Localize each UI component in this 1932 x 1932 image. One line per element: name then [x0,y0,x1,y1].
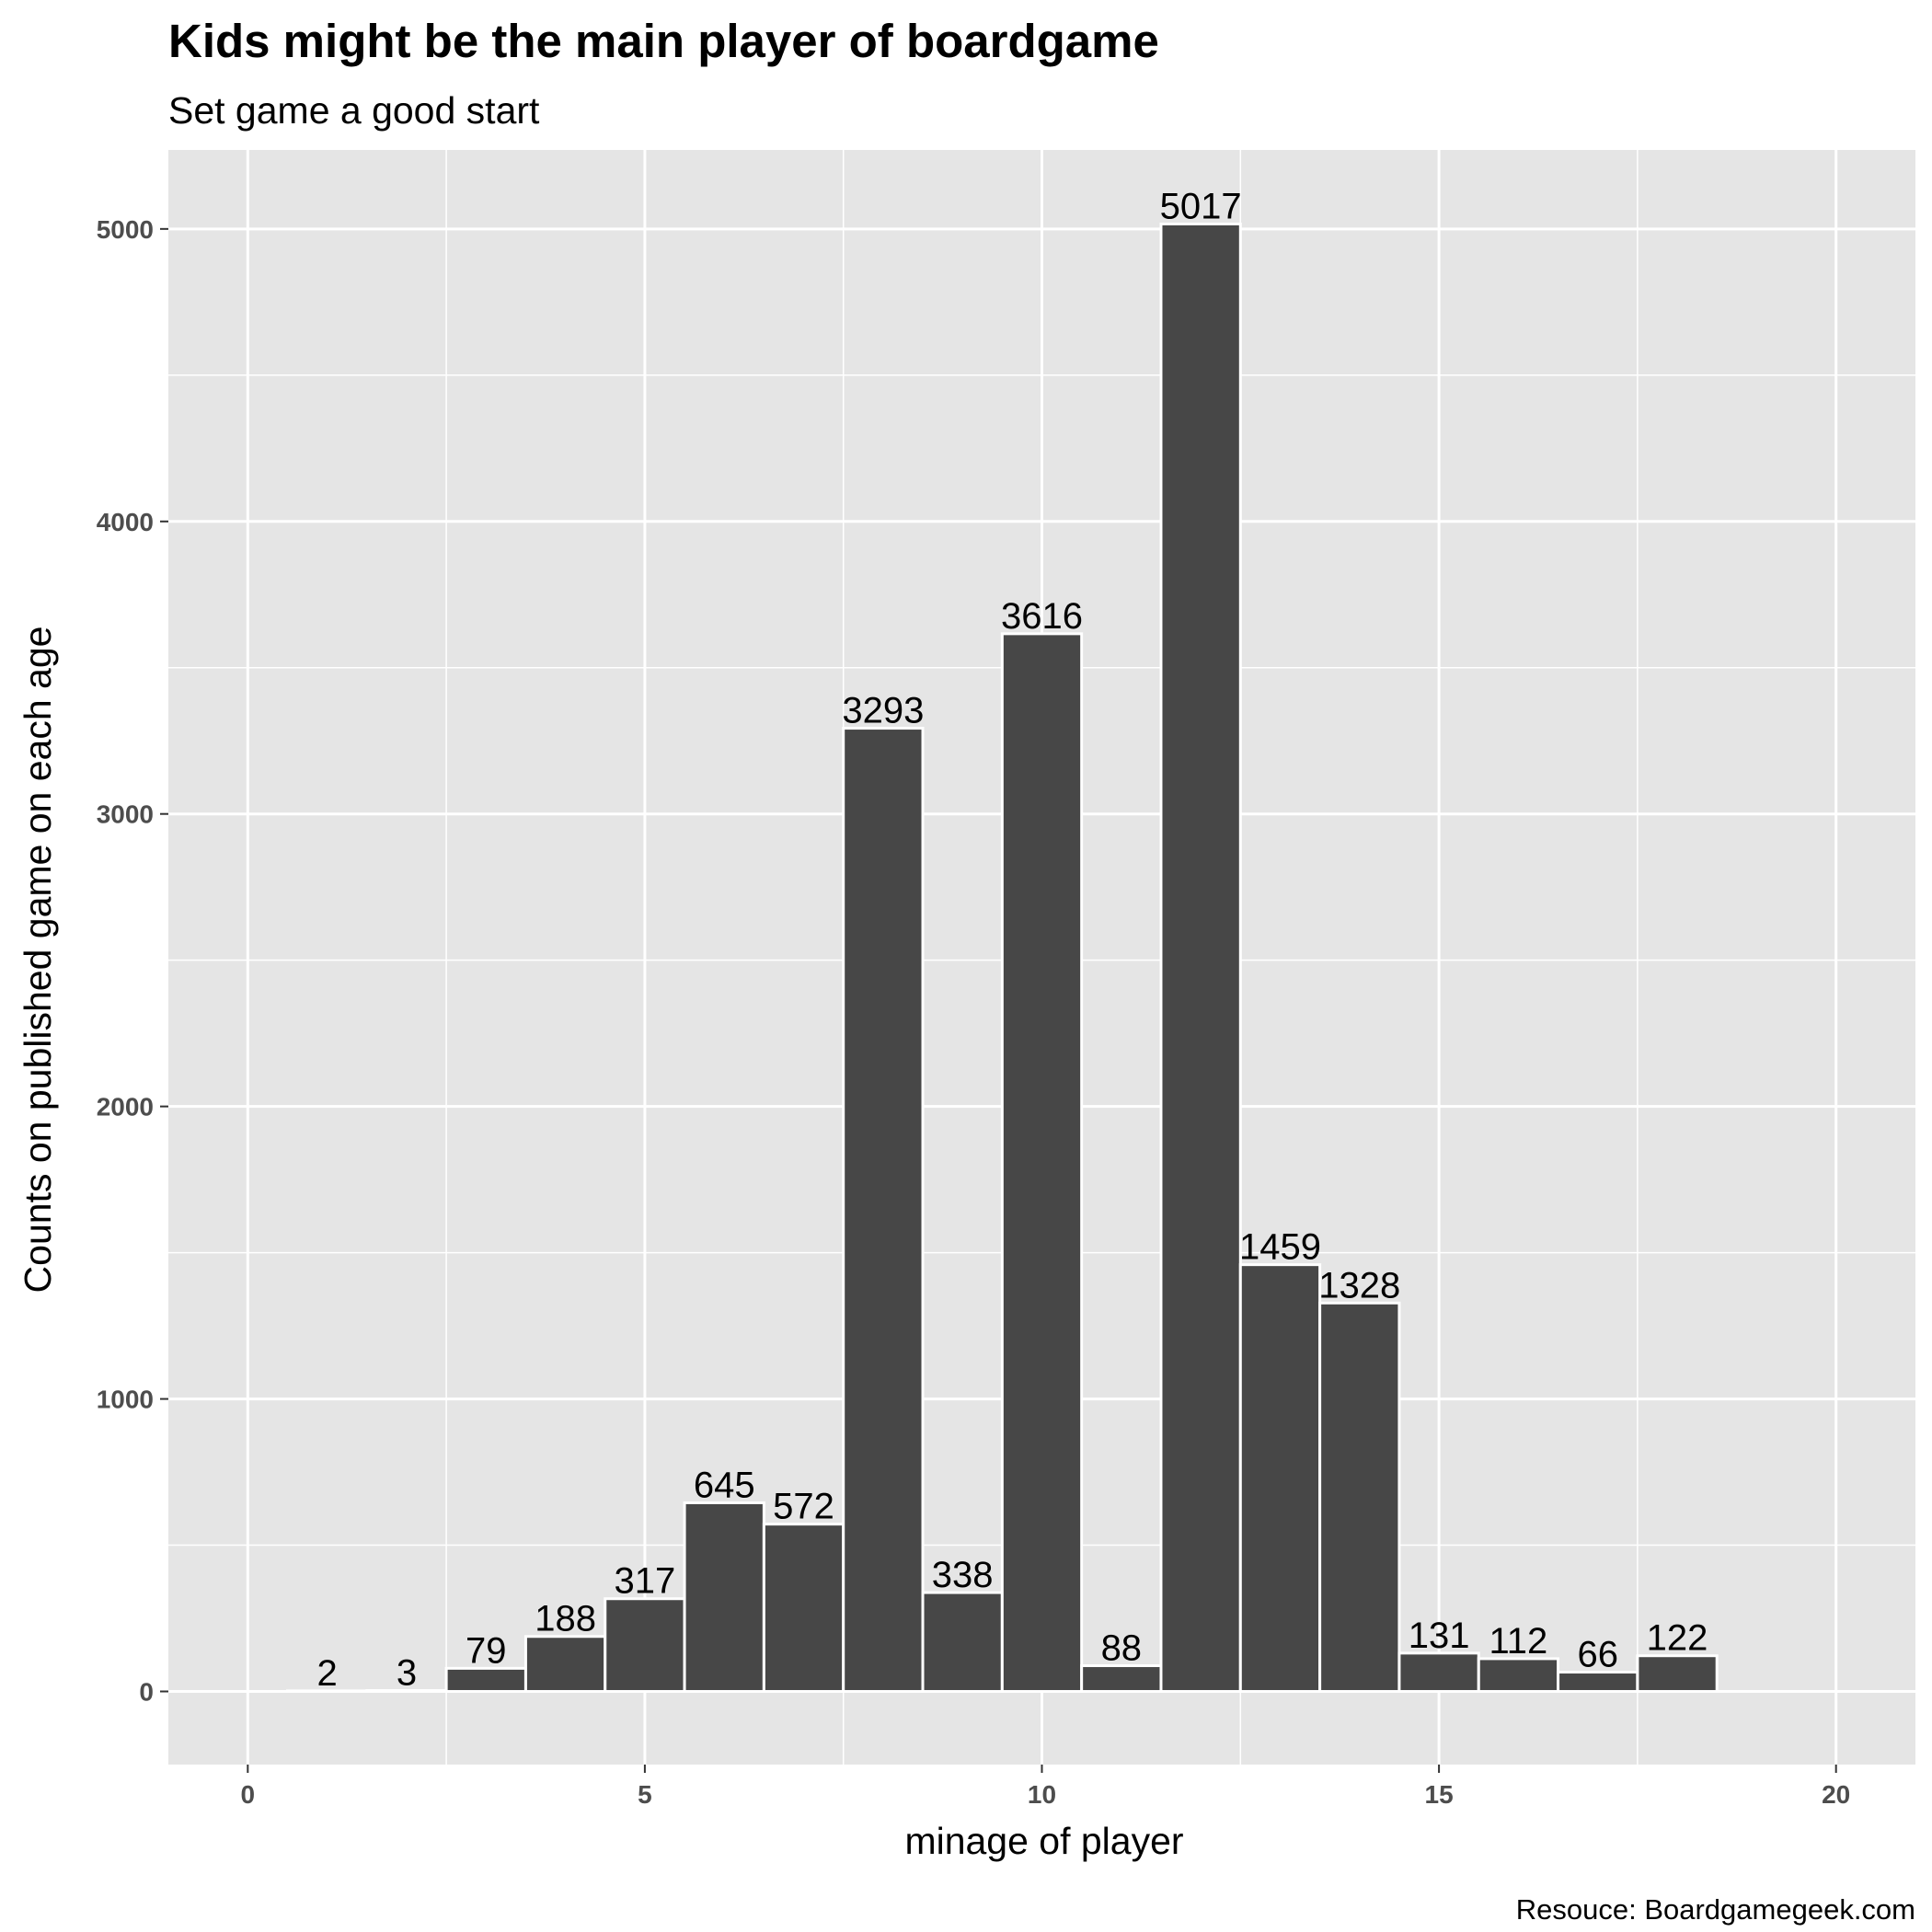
x-axis-title: minage of player [904,1820,1183,1862]
bar [604,1597,686,1694]
bar [444,1666,527,1694]
x-axis-ticks: 0 5 10 15 20 [241,1765,1850,1809]
x-tick-label: 0 [241,1780,256,1809]
bar [921,1591,1004,1694]
bar [1000,632,1084,1694]
bar [1477,1657,1560,1694]
bar-value-labels: 2 3 79 188 317 645 572 3293 338 3616 88 5017 1459132… [317,186,1708,1693]
bar-value-label: 131 [1409,1616,1470,1656]
bar [1159,222,1242,1694]
y-tick-label: 1000 [97,1386,154,1414]
y-tick-label: 5000 [97,215,154,244]
x-tick-label: 5 [638,1780,652,1809]
y-tick-label: 2000 [97,1093,154,1121]
y-axis-ticks: 0 1000 2000 3000 4000 5000 [97,215,168,1707]
bar-value-label: 88 [1101,1628,1143,1669]
bar-value-label: 338 [932,1555,994,1595]
bar [1238,1263,1322,1694]
bar-value-label: 5017 [1160,186,1242,226]
chart-title: Kids might be the main player of boardga… [168,15,1159,67]
bars [285,222,1719,1694]
bar [683,1501,765,1694]
bar-value-label: 645 [694,1465,755,1505]
bar-value-label: 2 [317,1653,338,1694]
bar-value-label: 79 [466,1630,507,1671]
x-tick-label: 20 [1822,1780,1850,1809]
y-tick-label: 0 [139,1678,154,1707]
x-tick-label: 15 [1425,1780,1454,1809]
y-tick-label: 4000 [97,508,154,536]
y-axis-title: Counts on published game on each age [17,627,59,1294]
bar-value-label: 572 [773,1487,834,1527]
x-tick-label: 10 [1028,1780,1056,1809]
bar [1397,1651,1480,1694]
bar [1636,1654,1719,1694]
bar-value-label: 122 [1647,1618,1708,1659]
bar-value-label: 3 [397,1653,417,1694]
chart-subtitle: Set game a good start [168,89,540,132]
source-caption: Resouce: Boardgamegeek.com [1516,1893,1915,1926]
bar-value-label: 1459 [1239,1227,1321,1268]
bar [1318,1301,1401,1694]
bar [1080,1664,1163,1694]
bar [762,1523,845,1694]
bar-value-label: 188 [535,1599,596,1639]
bar-value-label: 3616 [1001,596,1083,637]
bar-value-label: 317 [615,1561,676,1602]
y-tick-label: 3000 [97,800,154,829]
bar-value-label: 66 [1577,1635,1618,1675]
bar [523,1635,607,1694]
bar [842,727,925,1694]
bar-value-label: 3293 [842,691,924,731]
bar-value-label: 112 [1489,1621,1548,1662]
bar-value-label: 1328 [1318,1265,1400,1305]
bar [1557,1671,1639,1694]
